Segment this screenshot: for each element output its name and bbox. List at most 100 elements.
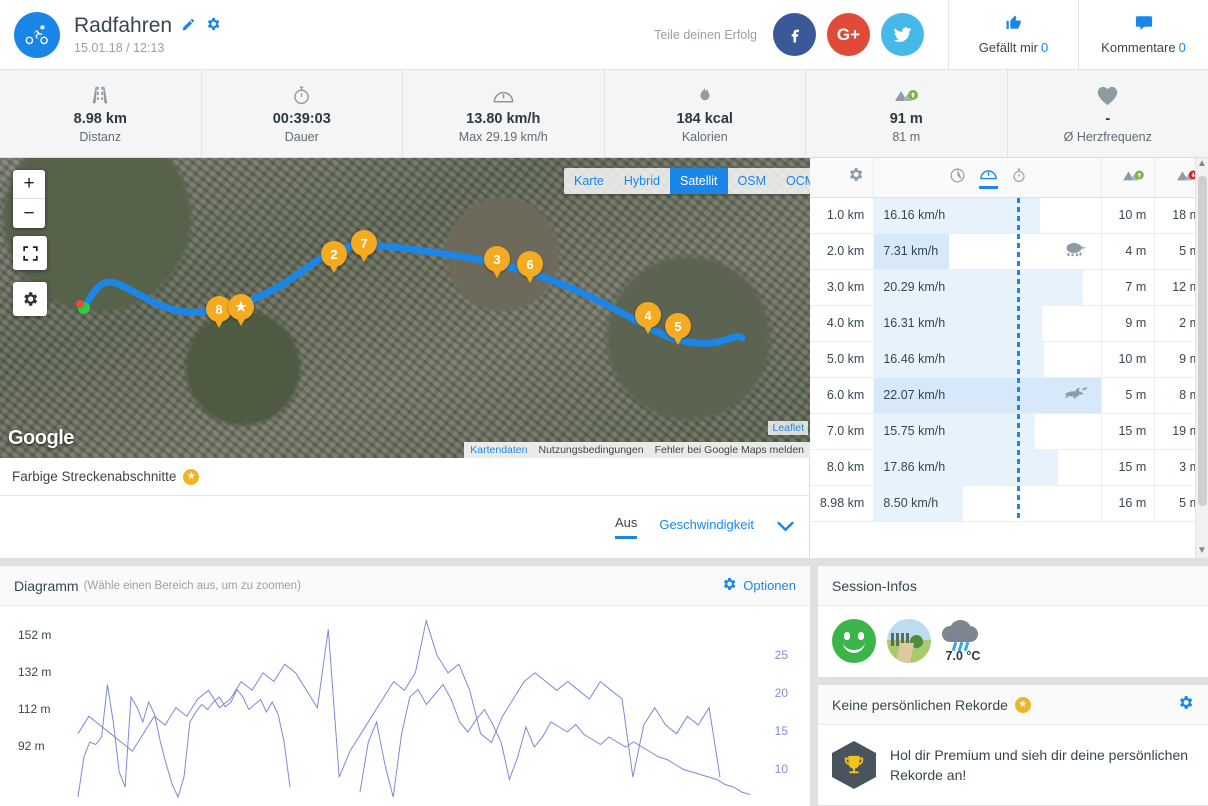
table-row[interactable]: 1.0 km 16.16 km/h 10 m 18 m (810, 197, 1208, 234)
lap-distance: 2.0 km (810, 233, 875, 270)
share-label: Teile deinen Erfolg (654, 27, 757, 42)
flame-icon (696, 83, 714, 107)
table-row[interactable]: 2.0 km (810, 233, 1208, 270)
lap-table-scrollbar[interactable]: ▲ ▼ (1195, 158, 1208, 558)
table-row[interactable]: 8.98 km 8.50 km/h 16 m 5 m (810, 485, 1208, 522)
stat-ascent-label: 81 m (892, 130, 921, 144)
premium-star-icon[interactable]: ★ (1014, 696, 1031, 713)
stopwatch-icon[interactable] (1011, 167, 1027, 188)
bottom-row: Diagramm (Wähle einen Bereich aus, um zu… (0, 558, 1208, 806)
chevron-down-icon[interactable] (776, 517, 795, 537)
segment-toggle-speed[interactable]: Geschwindigkeit (659, 516, 754, 532)
premium-star-icon[interactable]: ★ (183, 468, 200, 485)
map-zoom-controls[interactable]: + − (13, 170, 45, 228)
attrib-kartendaten[interactable]: Kartendaten (470, 444, 528, 456)
table-row[interactable]: 6.0 km 2 (810, 377, 1208, 414)
google-logo: Google (8, 427, 74, 449)
gear-icon[interactable] (847, 168, 864, 187)
trophy-icon (832, 741, 876, 789)
page-title: Radfahren (74, 14, 173, 37)
session-info-icons: 7.0 °C (818, 606, 1208, 677)
scroll-up-arrow-icon[interactable]: ▲ (1197, 158, 1207, 169)
attrib-fehler-melden[interactable]: Fehler bei Google Maps melden (654, 444, 804, 456)
diagram-plot-area[interactable]: 152 m 132 m 112 m 92 m 25 20 15 10 (0, 606, 810, 806)
session-datetime: 15.01.18 / 12:13 (74, 41, 165, 55)
lap-distance: 4.0 km (810, 305, 875, 342)
lap-ascent: 10 m (1101, 341, 1156, 378)
zoom-out-button[interactable]: − (23, 202, 35, 224)
facebook-share-button[interactable] (773, 13, 816, 56)
cyclist-icon (14, 11, 60, 58)
ascent-icon (1120, 170, 1146, 188)
map-marker-label: 4 (635, 302, 661, 334)
map-layer-osm[interactable]: OSM (737, 174, 767, 188)
route-map[interactable]: + − Karte Hybrid Satellit (0, 158, 810, 458)
map-marker[interactable]: 3 (484, 246, 510, 280)
segment-toggle-off[interactable]: Aus (614, 515, 638, 539)
rain-cloud-icon (942, 620, 984, 652)
comments-button[interactable]: Kommentare 0 (1078, 0, 1208, 70)
leaflet-attribution[interactable]: Leaflet (768, 421, 808, 435)
map-layer-karte[interactable]: Karte (574, 174, 604, 188)
lap-metric-tabs[interactable] (873, 158, 1103, 198)
lap-speed: 15.75 km/h (883, 424, 946, 438)
ascent-icon (893, 83, 919, 107)
scrollbar-thumb[interactable] (1198, 176, 1207, 506)
table-row[interactable]: 7.0 km 15.75 km/h 15 m 19 m (810, 413, 1208, 450)
like-count: 0 (1041, 40, 1049, 55)
table-row[interactable]: 3.0 km 20.29 km/h 7 m 12 m (810, 269, 1208, 306)
diagram-options-button[interactable]: Optionen (721, 576, 796, 595)
map-marker[interactable]: 8 (206, 296, 232, 330)
lap-speed: 22.07 km/h (883, 388, 946, 402)
map-layer-satellit[interactable]: Satellit (670, 168, 728, 194)
scroll-down-arrow-icon[interactable]: ▼ (1197, 545, 1207, 556)
map-settings-gear-icon[interactable] (13, 282, 47, 316)
lap-ascent: 5 m (1101, 377, 1156, 414)
zoom-in-button[interactable]: + (13, 170, 45, 199)
lap-speed: 17.86 km/h (883, 460, 946, 474)
speedometer-icon[interactable] (978, 165, 998, 190)
twitter-share-button[interactable] (881, 13, 924, 56)
stat-distance-value: 8.98 km (73, 111, 127, 127)
pencil-icon[interactable] (181, 17, 196, 35)
attrib-nutzungsbedingungen[interactable]: Nutzungsbedingungen (538, 444, 644, 456)
rabbit-icon (1061, 385, 1089, 405)
stat-duration-label: Dauer (284, 130, 319, 144)
map-marker[interactable]: 2 (321, 241, 347, 275)
lap-settings-header[interactable] (810, 158, 875, 198)
map-marker[interactable]: 4 (635, 302, 661, 336)
map-marker-star[interactable]: ★ (228, 294, 254, 328)
lap-speed: 8.50 km/h (883, 496, 939, 510)
gear-icon[interactable] (205, 16, 221, 37)
y2-axis-tick: 25 (774, 648, 788, 662)
premium-promo-row[interactable]: Hol dir Premium und sieh dir deine persö… (818, 725, 1208, 805)
stat-calories: 184 kcal Kalorien (605, 70, 806, 157)
table-row[interactable]: 8.0 km 17.86 km/h 15 m 3 m (810, 449, 1208, 486)
table-row[interactable]: 5.0 km 16.46 km/h 10 m 9 m (810, 341, 1208, 378)
gear-icon[interactable] (1177, 694, 1194, 716)
records-title: Keine persönlichen Rekorde (832, 696, 1008, 713)
map-marker-label: 6 (517, 251, 543, 283)
googleplus-share-button[interactable]: G+ (827, 13, 870, 56)
map-layer-ocm[interactable]: OCM (786, 174, 810, 188)
map-marker[interactable]: 7 (351, 230, 377, 264)
table-row[interactable]: 4.0 km 16.31 km/h 9 m 2 m (810, 305, 1208, 342)
lap-ascent: 10 m (1101, 197, 1156, 234)
lap-speed-cell: 8.50 km/h (873, 485, 1103, 522)
lap-ascent: 16 m (1101, 485, 1156, 522)
star-icon: ★ (228, 294, 254, 326)
map-marker[interactable]: 5 (665, 313, 691, 347)
map-attribution-bar: Kartendaten Nutzungsbedingungen Fehler b… (464, 442, 810, 458)
lap-ascent: 7 m (1101, 269, 1156, 306)
map-layer-switcher[interactable]: Karte Hybrid Satellit OSM OCM (564, 168, 810, 194)
lap-speed-cell: 20.29 km/h (873, 269, 1103, 306)
fullscreen-icon[interactable] (13, 236, 47, 270)
lap-speed: 16.46 km/h (883, 352, 946, 366)
comment-bubble-icon (1135, 14, 1153, 35)
pie-clock-icon[interactable] (949, 167, 966, 188)
like-button[interactable]: Gefällt mir 0 (948, 0, 1078, 70)
header-title-block: Radfahren 15.01.18 / 12:13 (74, 14, 221, 55)
map-layer-hybrid[interactable]: Hybrid (623, 174, 661, 188)
map-marker[interactable]: 6 (517, 251, 543, 285)
